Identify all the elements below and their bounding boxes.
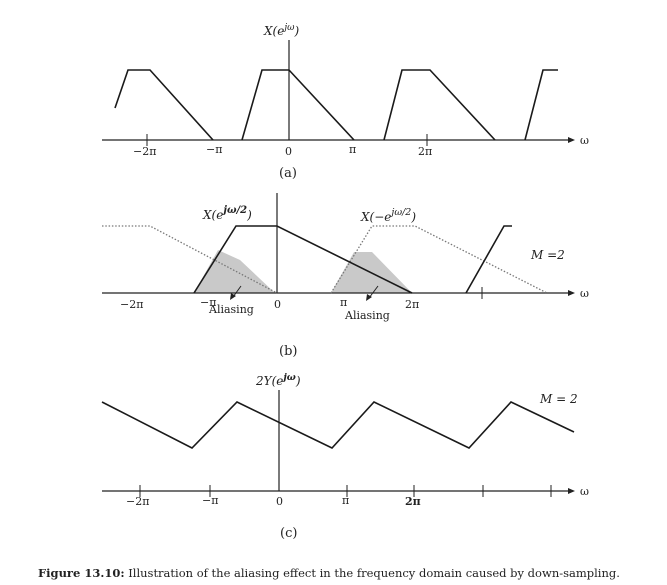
panel-c-sublabel: (c) bbox=[280, 526, 297, 541]
panel-b-aliasing-region-left bbox=[194, 250, 275, 293]
panel-c-tick-label-neg-2pi: −2π bbox=[126, 495, 149, 508]
panel-b-tick-label-neg-pi: −π bbox=[200, 296, 216, 309]
panel-c-x-arrow bbox=[568, 488, 575, 494]
panel-b-tick-label-zero: 0 bbox=[274, 298, 281, 311]
panel-c: 2Y(ejω) M = 2 −2π −π 0 π 2π ω (c) bbox=[101, 372, 589, 541]
panel-b-shifted-spectrum-center bbox=[330, 225, 548, 294]
panel-a-spectrum-replica-center bbox=[241, 69, 355, 141]
panel-a-spectrum-replica-left bbox=[114, 69, 214, 141]
figure-caption-number: Figure 13.10: bbox=[38, 566, 125, 580]
panel-a-sublabel: (a) bbox=[279, 166, 297, 181]
panel-a-tick-label-zero: 0 bbox=[285, 145, 292, 158]
panel-c-tick-label-2pi: 2π bbox=[405, 495, 421, 508]
panel-b-tick-label-pi: π bbox=[340, 296, 347, 309]
panel-b: X(ejω/2) X(−ejω/2) M =2 −2π −π 0 π 2π Al… bbox=[102, 193, 589, 359]
panel-b-aliasing-arrowhead-right bbox=[366, 294, 372, 301]
panel-a-tick-label-neg-2pi: −2π bbox=[133, 145, 156, 158]
panel-a: X(ejω) −2π −π 0 π 2π ω (a) bbox=[102, 23, 589, 181]
panel-b-tick-label-2pi: 2π bbox=[405, 298, 419, 311]
panel-b-function-label-1: X(ejω/2) bbox=[202, 205, 252, 222]
panel-a-function-label: X(ejω) bbox=[263, 23, 299, 38]
panel-c-m-label: M = 2 bbox=[539, 392, 578, 406]
figure-caption-text: Illustration of the aliasing effect in t… bbox=[125, 566, 620, 580]
panel-b-x-arrow bbox=[568, 290, 575, 296]
panel-b-stretched-spectrum-right bbox=[465, 225, 512, 294]
panel-c-tick-label-pi: π bbox=[342, 494, 349, 507]
panel-a-x-arrow bbox=[568, 137, 575, 143]
figure-caption: Figure 13.10: Illustration of the aliasi… bbox=[38, 566, 620, 580]
panel-a-spectrum-replica-right bbox=[383, 69, 496, 141]
panel-b-axis-label: ω bbox=[580, 287, 589, 300]
panel-b-aliasing-label-left: Aliasing bbox=[208, 303, 254, 316]
panel-c-tick-label-neg-pi: −π bbox=[202, 494, 218, 507]
panel-b-tick-label-neg-2pi: −2π bbox=[120, 298, 143, 311]
panel-b-aliasing-arrowhead-left bbox=[230, 293, 236, 300]
panel-a-tick-label-neg-pi: −π bbox=[206, 143, 222, 156]
panel-c-output-spectrum bbox=[101, 401, 575, 449]
panel-b-m-label: M =2 bbox=[530, 248, 565, 262]
panel-b-function-label-2: X(−ejω/2) bbox=[360, 207, 416, 224]
panel-c-function-label: 2Y(ejω) bbox=[255, 372, 301, 388]
panel-b-aliasing-arrow-right bbox=[368, 285, 379, 299]
panel-c-tick-label-zero: 0 bbox=[276, 495, 283, 508]
panel-b-stretched-spectrum-center bbox=[193, 225, 413, 294]
panel-a-tick-label-pi: π bbox=[349, 143, 356, 156]
panel-c-axis-label: ω bbox=[580, 485, 589, 498]
panel-a-tick-label-2pi: 2π bbox=[418, 145, 432, 158]
panel-a-spectrum-replica-far-right bbox=[524, 69, 558, 141]
panel-b-sublabel: (b) bbox=[279, 344, 297, 359]
panel-a-axis-label: ω bbox=[580, 134, 589, 147]
panel-b-aliasing-label-right: Aliasing bbox=[344, 309, 390, 322]
